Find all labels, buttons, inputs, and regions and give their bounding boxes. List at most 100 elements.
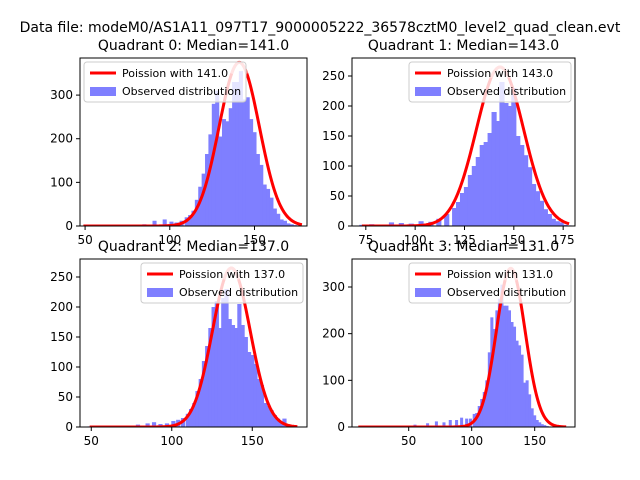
histogram-bar xyxy=(272,208,277,226)
legend-label-observed: Observed distribution xyxy=(447,286,566,299)
x-tick-label: 150 xyxy=(502,233,525,247)
histogram-bar xyxy=(275,418,281,427)
histogram-bar xyxy=(515,136,521,226)
histogram-bar xyxy=(436,218,442,226)
histogram-bar xyxy=(523,382,527,427)
histogram-bar xyxy=(519,145,525,226)
histogram-bar xyxy=(538,422,542,427)
axes-frame xyxy=(79,258,308,428)
subplot-title: Quadrant 1: Median=143.0 xyxy=(368,38,559,54)
y-tick-label: 0 xyxy=(65,219,73,233)
y-tick-label: 0 xyxy=(337,219,345,233)
histogram-bar xyxy=(507,106,513,226)
histogram-bar xyxy=(228,108,233,226)
histogram-bar xyxy=(503,103,509,226)
histogram-bar xyxy=(500,284,504,427)
subplot-title: Quadrant 2: Median=137.0 xyxy=(98,239,289,255)
legend-box xyxy=(140,262,304,304)
histogram-bar xyxy=(434,421,438,427)
legend-label-observed: Observed distribution xyxy=(447,85,566,98)
histogram-bar xyxy=(205,154,210,226)
histogram-bar xyxy=(256,379,261,427)
histogram-bar xyxy=(482,392,486,427)
histogram-bar xyxy=(540,424,544,427)
y-tick-label: 250 xyxy=(50,270,73,284)
histogram-bar xyxy=(507,310,511,427)
plot-area xyxy=(81,60,303,226)
legend-bar-swatch xyxy=(415,87,441,96)
histogram-bar xyxy=(255,154,260,226)
histogram-bar xyxy=(185,413,190,427)
histogram-bar xyxy=(511,88,517,226)
histogram-bar xyxy=(510,322,514,427)
histogram-bar xyxy=(208,134,213,226)
histogram-bar xyxy=(215,90,220,226)
histogram-bar xyxy=(546,214,552,226)
histogram-bar xyxy=(250,355,255,427)
legend-box xyxy=(408,61,572,103)
histogram-bar xyxy=(194,199,199,226)
histogram-bar xyxy=(502,305,506,427)
plot-area xyxy=(356,266,568,427)
histogram-bar xyxy=(201,361,207,427)
histogram-bar xyxy=(459,193,466,226)
x-tick-label: 150 xyxy=(523,434,546,448)
histogram-bar xyxy=(198,186,203,226)
legend-label-observed: Observed distribution xyxy=(179,286,298,299)
histogram-bar xyxy=(205,346,210,427)
histogram-bar xyxy=(282,220,288,226)
subplot-quadrant-0: Quadrant 0: Median=141.0 50 100 150 0 100 200 3… xyxy=(50,38,308,247)
poisson-fit-line xyxy=(88,266,299,427)
legend-box xyxy=(83,61,247,103)
legend-label-poisson: Poission with 141.0 xyxy=(122,67,228,80)
histogram-bar xyxy=(538,200,545,226)
y-tick-label: 150 xyxy=(322,129,345,143)
subplot-title: Quadrant 0: Median=141.0 xyxy=(98,38,289,54)
legend-label-poisson: Poission with 143.0 xyxy=(447,67,553,80)
histogram-bar xyxy=(225,121,230,226)
histogram-bar xyxy=(269,197,274,226)
histogram-bar xyxy=(465,418,469,427)
histogram-bar xyxy=(188,409,194,427)
x-tick-label: 100 xyxy=(160,434,183,448)
histogram-bar xyxy=(518,345,522,427)
histogram-bar xyxy=(448,420,452,427)
subplot-quadrant-3: Quadrant 3: Median=131.0 50 100 150 0 100 200 3… xyxy=(322,239,576,448)
histogram-bar xyxy=(289,224,294,226)
y-tick-label: 150 xyxy=(50,330,73,344)
histogram-bar xyxy=(266,406,271,427)
histogram-bar xyxy=(259,164,264,226)
histogram-bar xyxy=(249,119,254,226)
histogram-bar xyxy=(475,157,481,226)
histogram-bar xyxy=(550,218,556,226)
histogram-bar xyxy=(240,325,245,427)
histogram-bar xyxy=(230,325,236,427)
histogram-bar xyxy=(188,215,193,226)
histogram-bar xyxy=(266,188,271,226)
histogram-bar xyxy=(242,99,247,226)
histogram-bar xyxy=(246,352,252,427)
axes-frame xyxy=(351,57,576,227)
histogram-bar xyxy=(152,220,157,226)
legend: Poission with 131.0 Observed distribution xyxy=(408,262,572,304)
histogram-bar xyxy=(505,305,509,427)
histogram-bar xyxy=(471,166,477,226)
y-tick-label: 50 xyxy=(58,390,73,404)
histogram-bar xyxy=(237,304,242,427)
histogram-bar xyxy=(487,133,493,226)
histogram-bar xyxy=(191,210,196,226)
histogram-bar xyxy=(198,379,203,427)
y-tick-label: 200 xyxy=(50,132,73,146)
y-tick-label: 50 xyxy=(330,189,345,203)
histogram-bar xyxy=(253,364,258,427)
histogram-bar xyxy=(195,391,200,427)
histogram-bar xyxy=(224,289,229,427)
histogram-bar xyxy=(558,222,564,226)
histogram-bar xyxy=(286,223,291,226)
histogram-bar xyxy=(272,415,277,427)
histogram-bar xyxy=(487,352,491,427)
histogram-bar xyxy=(238,71,243,226)
histogram-bar xyxy=(232,82,237,226)
histogram-bar xyxy=(442,422,446,427)
histogram-bar xyxy=(530,184,537,226)
